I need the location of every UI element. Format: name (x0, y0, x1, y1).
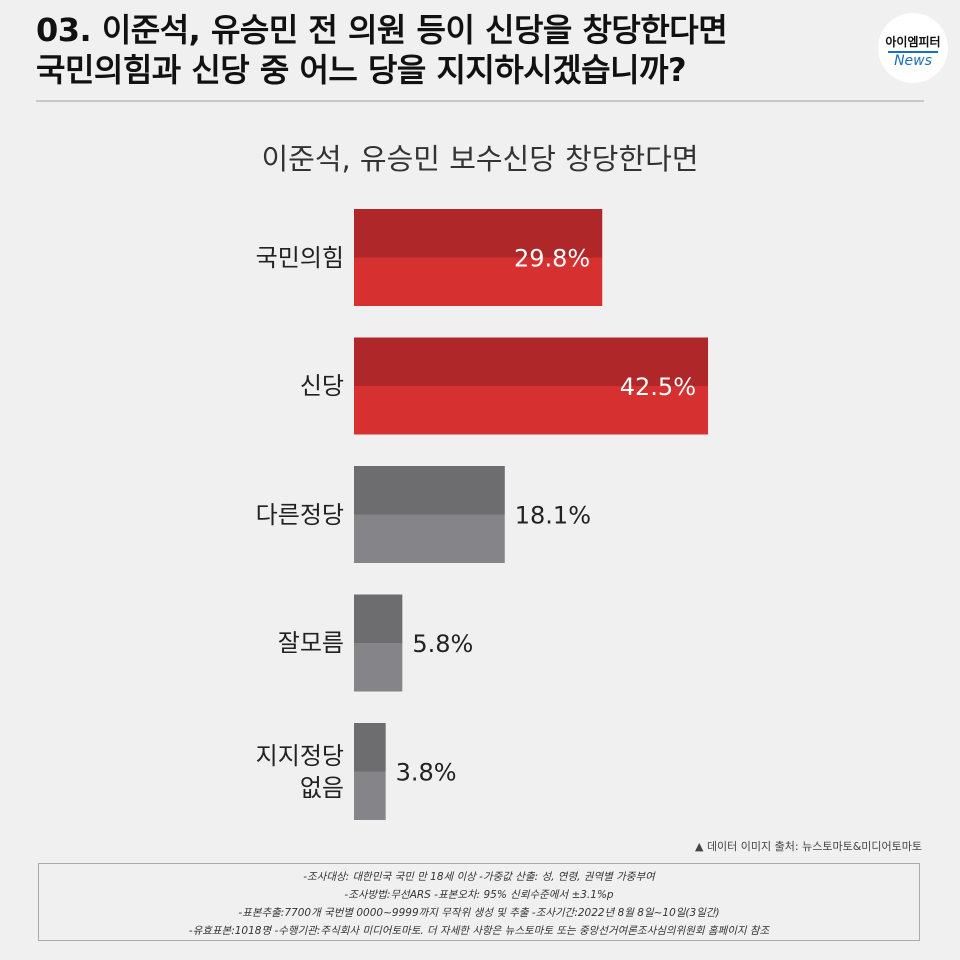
logo: 아이엠피터 News (878, 13, 948, 83)
value-label: 3.8% (396, 759, 457, 787)
category-label: 국민의힘 (255, 243, 344, 272)
bar (354, 594, 403, 692)
value-label: 29.8% (514, 245, 590, 273)
category-label: 다른정당 (255, 500, 344, 529)
bar-shade (354, 723, 386, 772)
bar-shade (354, 337, 709, 386)
bar (354, 337, 709, 435)
logo-name: 아이엠피터 (885, 35, 941, 49)
bar-shade (354, 209, 603, 258)
category-label: 지지정당 없음 (255, 741, 344, 802)
note: -표본추출:7700개 국번별 0000~9999까지 무작위 생성 및 추출 … (238, 907, 720, 919)
note: -조사방법:무선ARS -표본오차: 95% 신뢰수준에서 ±3.1%p (344, 889, 614, 901)
chart-title: 이준석, 유승민 보수신당 창당한다면 (261, 142, 699, 176)
note: -조사대상: 대한민국 국민 만 18세 이상 -가중값 산출: 성, 연령, … (303, 871, 655, 883)
bar (354, 209, 603, 306)
bar (354, 723, 386, 820)
category-label: 신당 (299, 372, 344, 400)
source: ▲ 데이터 이미지 출처: 뉴스토마토&미디어토마토 (694, 840, 922, 853)
note: -유효표본:1018명 -수행기관:주식회사 미디어토마토. 더 자세한 사항은… (188, 925, 770, 937)
bar-shade (354, 466, 505, 515)
title-line: 03. 이준석, 유승민 전 의원 등이 신당을 창당한다면 (36, 11, 728, 49)
value-label: 18.1% (515, 502, 591, 530)
category-label: 잘모름 (277, 629, 344, 657)
divider (36, 100, 924, 102)
value-label: 5.8% (412, 630, 473, 658)
notes: -조사대상: 대한민국 국민 만 18세 이상 -가중값 산출: 성, 연령, … (38, 863, 920, 941)
title-line: 국민의힘과 신당 중 어느 당을 지지하시겠습니까? (36, 51, 687, 89)
logo-subname: News (888, 51, 938, 69)
bar-shade (354, 594, 403, 643)
bar (354, 466, 505, 563)
value-label: 42.5% (620, 373, 696, 401)
title: 03. 이준석, 유승민 전 의원 등이 신당을 창당한다면 국민의힘과 신당 … (36, 10, 728, 90)
